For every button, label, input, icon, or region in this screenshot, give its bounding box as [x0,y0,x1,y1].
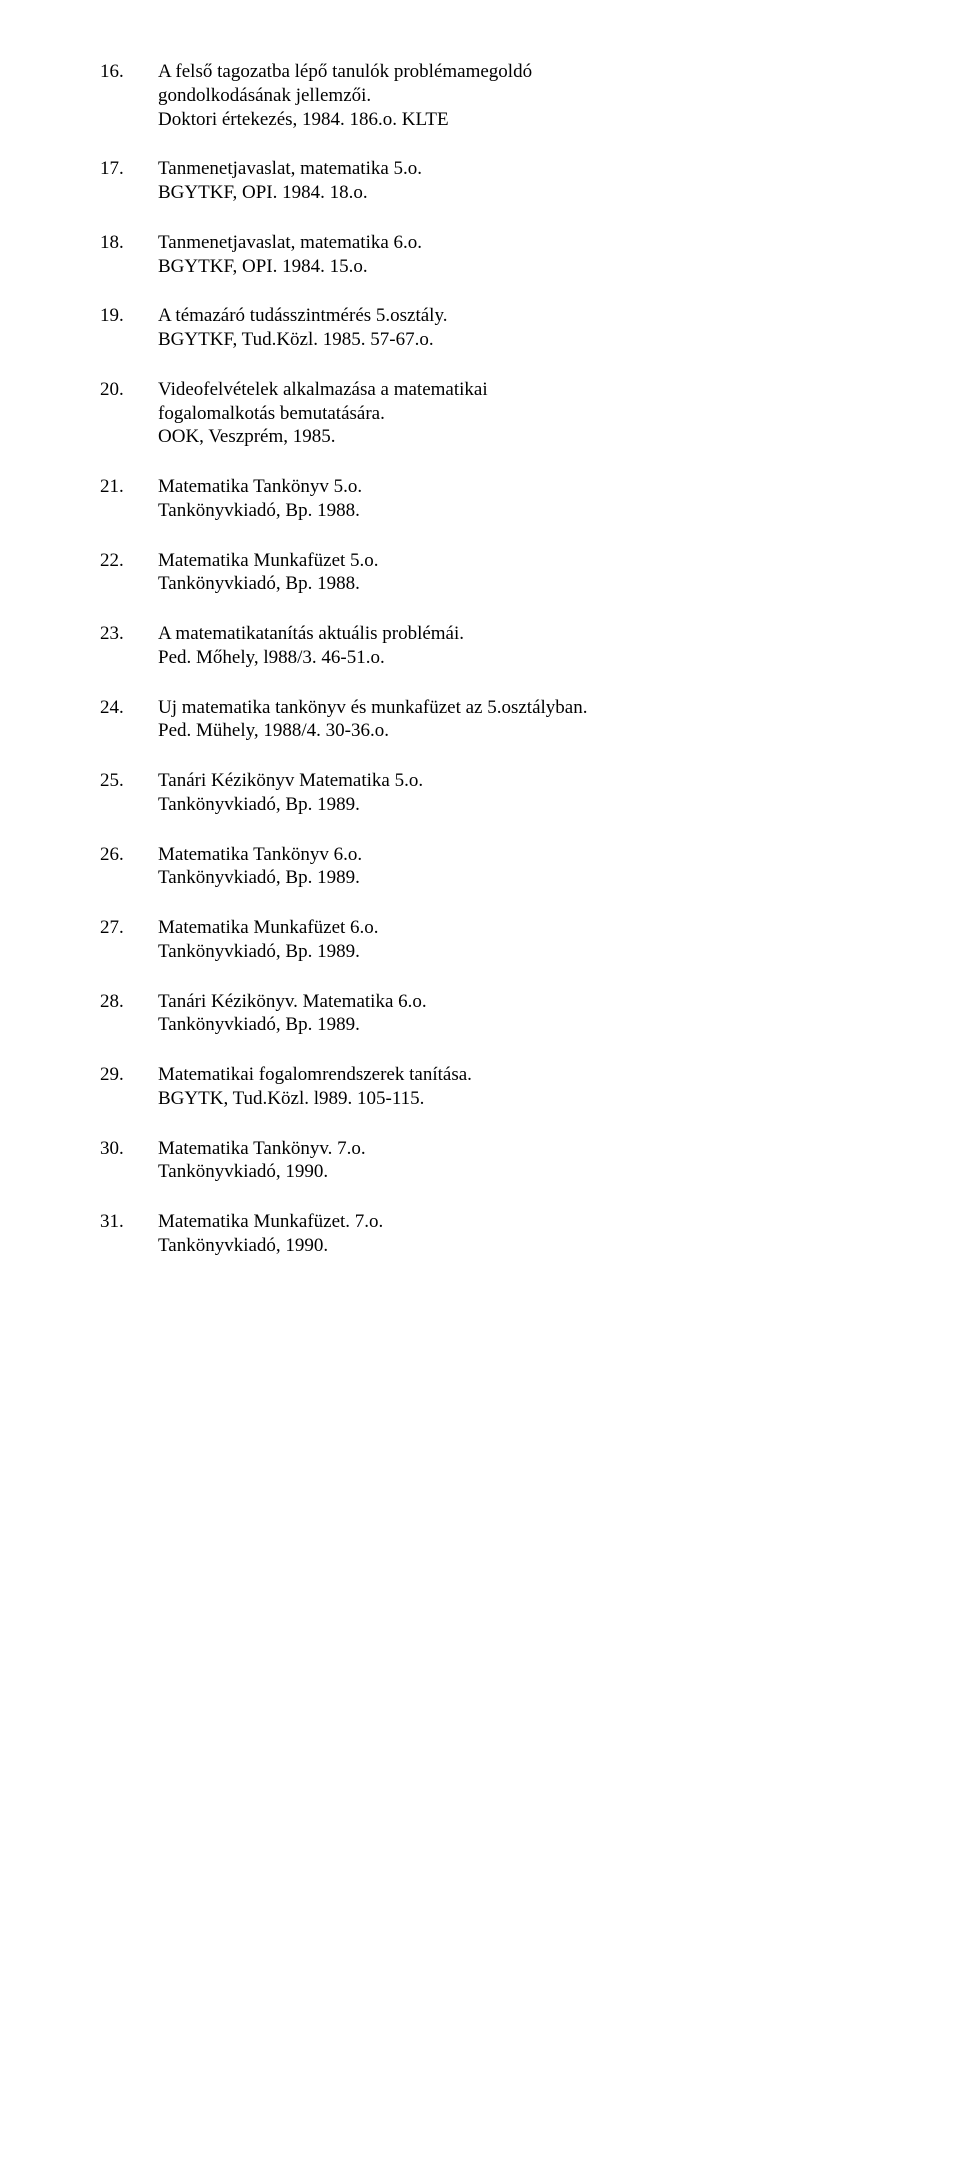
entry-line: Tankönyvkiadó, Bp. 1989. [158,793,890,817]
entry-number: 17. [100,157,158,181]
bibliography-entry: 26.Matematika Tankönyv 6.o.Tankönyvkiadó… [100,843,890,891]
entry-content: Uj matematika tankönyv és munkafüzet az … [158,696,890,744]
entry-line: Videofelvételek alkalmazása a matematika… [158,378,890,402]
entry-number: 20. [100,378,158,402]
entry-line: BGYTKF, OPI. 1984. 15.o. [158,255,890,279]
entry-content: Matematika Tankönyv 6.o.Tankönyvkiadó, B… [158,843,890,891]
bibliography-entry: 16.A felső tagozatba lépő tanulók problé… [100,60,890,131]
bibliography-entry: 25.Tanári Kézikönyv Matematika 5.o.Tankö… [100,769,890,817]
bibliography-entry: 27.Matematika Munkafüzet 6.o.Tankönyvkia… [100,916,890,964]
bibliography-entry: 29.Matematikai fogalomrendszerek tanítás… [100,1063,890,1111]
entry-line: OOK, Veszprém, 1985. [158,425,890,449]
entry-line: Matematikai fogalomrendszerek tanítása. [158,1063,890,1087]
entry-line: Tankönyvkiadó, Bp. 1988. [158,499,890,523]
entry-number: 18. [100,231,158,255]
entry-line: A témazáró tudásszintmérés 5.osztály. [158,304,890,328]
entry-content: A témazáró tudásszintmérés 5.osztály.BGY… [158,304,890,352]
entry-line: A felső tagozatba lépő tanulók problémam… [158,60,890,84]
entry-line: gondolkodásának jellemzői. [158,84,890,108]
entry-content: Matematikai fogalomrendszerek tanítása.B… [158,1063,890,1111]
bibliography-list: 16.A felső tagozatba lépő tanulók problé… [100,60,890,1258]
bibliography-entry: 19.A témazáró tudásszintmérés 5.osztály.… [100,304,890,352]
entry-content: Videofelvételek alkalmazása a matematika… [158,378,890,449]
entry-content: Matematika Munkafüzet 5.o.Tankönyvkiadó,… [158,549,890,597]
entry-line: Matematika Munkafüzet. 7.o. [158,1210,890,1234]
entry-line: Tanmenetjavaslat, matematika 5.o. [158,157,890,181]
entry-line: Matematika Tankönyv 5.o. [158,475,890,499]
entry-number: 19. [100,304,158,328]
bibliography-entry: 22.Matematika Munkafüzet 5.o.Tankönyvkia… [100,549,890,597]
entry-content: A matematikatanítás aktuális problémái.P… [158,622,890,670]
entry-content: Matematika Munkafüzet 6.o.Tankönyvkiadó,… [158,916,890,964]
entry-content: Tanmenetjavaslat, matematika 5.o.BGYTKF,… [158,157,890,205]
entry-content: Tanári Kézikönyv Matematika 5.o.Tankönyv… [158,769,890,817]
entry-line: BGYTK, Tud.Közl. l989. 105-115. [158,1087,890,1111]
entry-line: BGYTKF, OPI. 1984. 18.o. [158,181,890,205]
entry-number: 26. [100,843,158,867]
entry-line: Tanári Kézikönyv Matematika 5.o. [158,769,890,793]
entry-number: 27. [100,916,158,940]
entry-number: 24. [100,696,158,720]
entry-line: Tankönyvkiadó, Bp. 1989. [158,866,890,890]
entry-number: 25. [100,769,158,793]
entry-line: Doktori értekezés, 1984. 186.o. KLTE [158,108,890,132]
entry-content: A felső tagozatba lépő tanulók problémam… [158,60,890,131]
bibliography-entry: 20.Videofelvételek alkalmazása a matemat… [100,378,890,449]
entry-line: BGYTKF, Tud.Közl. 1985. 57-67.o. [158,328,890,352]
entry-number: 23. [100,622,158,646]
entry-number: 28. [100,990,158,1014]
entry-line: Matematika Tankönyv 6.o. [158,843,890,867]
entry-content: Tanári Kézikönyv. Matematika 6.o.Tanköny… [158,990,890,1038]
bibliography-entry: 21.Matematika Tankönyv 5.o.Tankönyvkiadó… [100,475,890,523]
entry-number: 31. [100,1210,158,1234]
entry-number: 21. [100,475,158,499]
entry-line: Ped. Mühely, 1988/4. 30-36.o. [158,719,890,743]
bibliography-entry: 30.Matematika Tankönyv. 7.o.Tankönyvkiad… [100,1137,890,1185]
entry-content: Tanmenetjavaslat, matematika 6.o.BGYTKF,… [158,231,890,279]
entry-number: 29. [100,1063,158,1087]
entry-line: A matematikatanítás aktuális problémái. [158,622,890,646]
entry-line: Uj matematika tankönyv és munkafüzet az … [158,696,890,720]
entry-line: Tanári Kézikönyv. Matematika 6.o. [158,990,890,1014]
bibliography-entry: 17.Tanmenetjavaslat, matematika 5.o.BGYT… [100,157,890,205]
entry-line: Ped. Mőhely, l988/3. 46-51.o. [158,646,890,670]
entry-content: Matematika Tankönyv 5.o.Tankönyvkiadó, B… [158,475,890,523]
entry-line: Tankönyvkiadó, Bp. 1989. [158,940,890,964]
bibliography-entry: 28.Tanári Kézikönyv. Matematika 6.o.Tank… [100,990,890,1038]
entry-content: Matematika Munkafüzet. 7.o.Tankönyvkiadó… [158,1210,890,1258]
bibliography-entry: 31.Matematika Munkafüzet. 7.o.Tankönyvki… [100,1210,890,1258]
entry-line: Tanmenetjavaslat, matematika 6.o. [158,231,890,255]
entry-number: 30. [100,1137,158,1161]
bibliography-entry: 23.A matematikatanítás aktuális problémá… [100,622,890,670]
entry-line: Tankönyvkiadó, 1990. [158,1160,890,1184]
entry-number: 16. [100,60,158,84]
entry-line: Matematika Tankönyv. 7.o. [158,1137,890,1161]
entry-content: Matematika Tankönyv. 7.o.Tankönyvkiadó, … [158,1137,890,1185]
entry-line: Matematika Munkafüzet 5.o. [158,549,890,573]
entry-line: fogalomalkotás bemutatására. [158,402,890,426]
entry-line: Tankönyvkiadó, Bp. 1988. [158,572,890,596]
bibliography-entry: 18.Tanmenetjavaslat, matematika 6.o.BGYT… [100,231,890,279]
entry-line: Tankönyvkiadó, 1990. [158,1234,890,1258]
entry-number: 22. [100,549,158,573]
entry-line: Matematika Munkafüzet 6.o. [158,916,890,940]
entry-line: Tankönyvkiadó, Bp. 1989. [158,1013,890,1037]
bibliography-entry: 24.Uj matematika tankönyv és munkafüzet … [100,696,890,744]
